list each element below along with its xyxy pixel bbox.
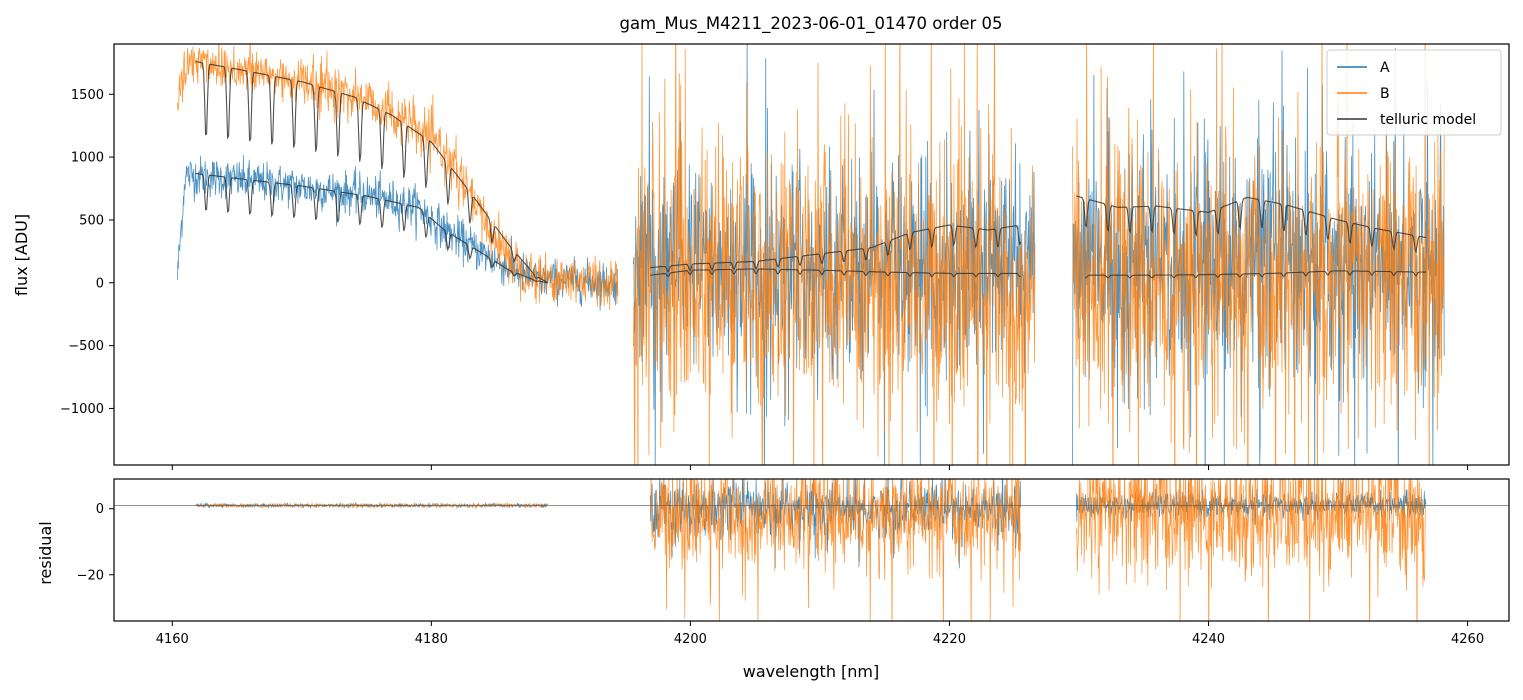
x-axis-label: wavelength [nm] (743, 662, 880, 681)
legend-label-b: B (1380, 86, 1390, 102)
telluric-model-line (650, 224, 1022, 273)
x-tick-label: 4200 (674, 632, 707, 647)
telluric-model-line (195, 61, 549, 284)
y-tick-label: 0 (96, 502, 104, 517)
flux-y-axis-label: flux [ADU] (12, 214, 31, 296)
y-tick-label: 1500 (71, 88, 104, 103)
legend: A B telluric model (1326, 49, 1502, 136)
y-tick-label: −20 (77, 568, 104, 583)
telluric-model-line (650, 268, 1021, 278)
flux-plot-area (177, 44, 1445, 465)
y-tick-label: −500 (68, 339, 104, 354)
legend-label-a: A (1380, 60, 1390, 76)
telluric-model-line (1085, 270, 1427, 279)
residual-axes-frame (113, 478, 1510, 622)
legend-box (1326, 49, 1502, 136)
chart-title: gam_Mus_M4211_2023-06-01_01470 order 05 (619, 14, 1002, 34)
x-tick-label: 4180 (415, 632, 448, 647)
y-tick-label: 1000 (71, 151, 104, 166)
residual-y-axis-label: residual (36, 521, 55, 584)
flux-ticks: −1000 −500 0 500 1000 1500 (60, 88, 1469, 470)
residual-panel: 4160 4180 4200 4220 4240 4260 −20 0 residual wa… (36, 478, 1510, 681)
flux-axes-frame (113, 43, 1510, 466)
x-tick-label: 4240 (1192, 632, 1225, 647)
telluric-model-line (1076, 195, 1427, 255)
flux-panel: −1000 −500 0 500 1000 1500 flux [ADU] A B tel… (12, 43, 1510, 470)
telluric-model-line (195, 172, 549, 284)
residual-plot-area (114, 479, 1509, 621)
y-tick-label: 0 (96, 276, 104, 291)
series-b-segment (633, 44, 1036, 465)
series-b-segment (1072, 44, 1445, 465)
series-a-segment (177, 155, 619, 311)
residual-series-b-segment (1076, 479, 1427, 621)
x-tick-label: 4160 (156, 632, 189, 647)
legend-label-telluric: telluric model (1380, 112, 1476, 128)
series-b-segment (177, 44, 619, 311)
y-tick-label: −1000 (60, 402, 104, 417)
residual-ticks: 4160 4180 4200 4220 4240 4260 −20 0 (77, 502, 1485, 647)
y-tick-label: 500 (79, 213, 104, 228)
x-tick-label: 4220 (933, 632, 966, 647)
residual-series-b-segment (649, 479, 1022, 621)
x-tick-label: 4260 (1451, 632, 1484, 647)
